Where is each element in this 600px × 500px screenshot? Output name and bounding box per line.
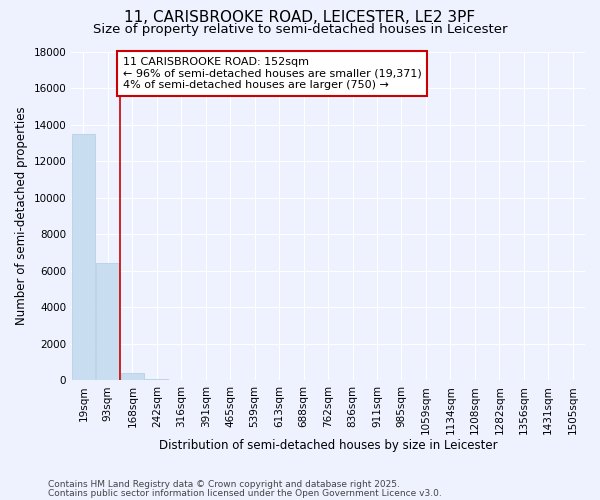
Text: 11, CARISBROOKE ROAD, LEICESTER, LE2 3PF: 11, CARISBROOKE ROAD, LEICESTER, LE2 3PF bbox=[124, 10, 476, 25]
X-axis label: Distribution of semi-detached houses by size in Leicester: Distribution of semi-detached houses by … bbox=[159, 440, 497, 452]
Text: Contains HM Land Registry data © Crown copyright and database right 2025.: Contains HM Land Registry data © Crown c… bbox=[48, 480, 400, 489]
Bar bbox=[72, 134, 95, 380]
Text: Size of property relative to semi-detached houses in Leicester: Size of property relative to semi-detach… bbox=[93, 22, 507, 36]
Bar bbox=[96, 264, 119, 380]
Bar bbox=[121, 374, 144, 380]
Bar bbox=[145, 378, 169, 380]
Text: Contains public sector information licensed under the Open Government Licence v3: Contains public sector information licen… bbox=[48, 488, 442, 498]
Text: 11 CARISBROOKE ROAD: 152sqm
← 96% of semi-detached houses are smaller (19,371)
4: 11 CARISBROOKE ROAD: 152sqm ← 96% of sem… bbox=[122, 57, 421, 90]
Y-axis label: Number of semi-detached properties: Number of semi-detached properties bbox=[15, 106, 28, 325]
